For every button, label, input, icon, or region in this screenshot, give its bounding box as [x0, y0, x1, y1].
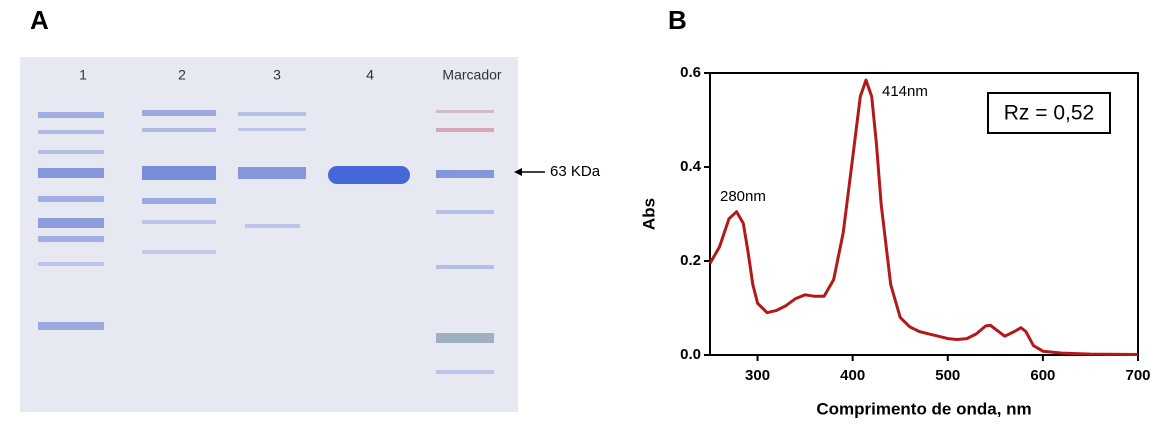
panel-label: A [30, 5, 49, 35]
spectrum-line [708, 78, 1139, 356]
y-tick-label: 0.2 [680, 252, 701, 269]
x-tick-label: 500 [935, 367, 960, 384]
gel: 1 2 3 4 Marcador 63 KDa [20, 57, 601, 412]
lane-label: 4 [366, 67, 374, 83]
marker-label: 63 KDa [550, 163, 601, 180]
lane-label: Marcador [442, 67, 501, 83]
arrow-head [514, 168, 522, 176]
annotation: 280nm [720, 188, 766, 205]
lane-label: 3 [273, 67, 281, 83]
x-tick-label: 300 [745, 367, 770, 384]
rz-box [987, 92, 1111, 134]
y-tick-label: 0.4 [680, 158, 702, 175]
x-axis-label: Comprimento de onda, nm [816, 399, 1031, 418]
x-tick-label: 600 [1030, 367, 1055, 384]
x-tick-label: 700 [1125, 367, 1150, 384]
y-tick-label: 0.0 [680, 346, 701, 363]
plot-frame [709, 72, 1139, 356]
annotation: 414nm [882, 83, 928, 100]
x-tick-label: 400 [840, 367, 865, 384]
annotation: Rz = 0,52 [1004, 102, 1094, 125]
panel-label: B [668, 5, 687, 35]
y-axis-label: Abs [639, 198, 658, 230]
y-tick-label: 0.6 [680, 64, 701, 81]
gel-bands [38, 110, 494, 374]
chart: 0.0 0.2 0.4 0.6 300 400 500 600 700 Comprimento d… [639, 64, 1150, 419]
lane-label: 2 [178, 67, 186, 83]
lane-label: 1 [79, 67, 87, 83]
